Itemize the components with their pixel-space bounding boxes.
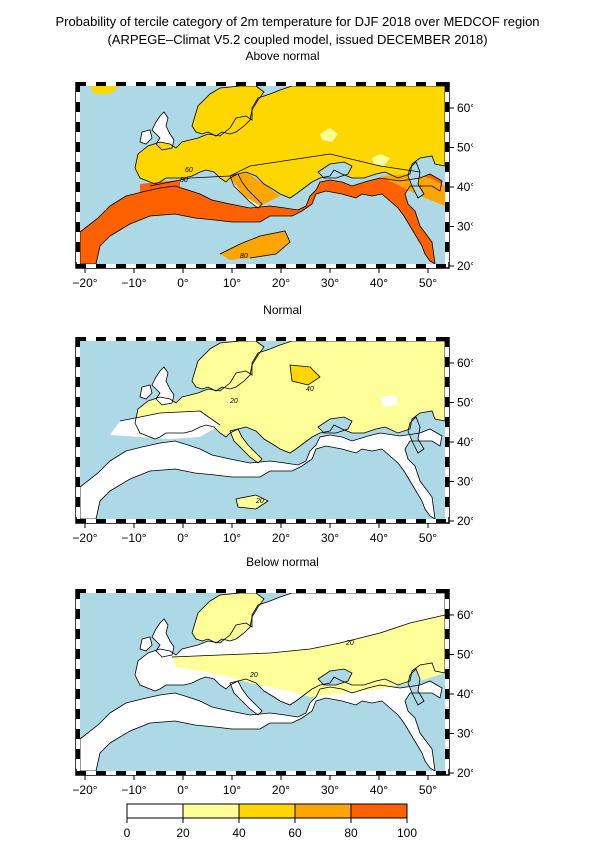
- contour-label: 80: [240, 253, 248, 260]
- map-title: Probability of tercile category of 2m te…: [55, 14, 540, 29]
- longitude-tick-label: 30°: [321, 531, 339, 545]
- longitude-tick-label: 50°: [419, 276, 437, 290]
- longitude-tick-label: 20°: [272, 783, 290, 797]
- contour-label: 20: [249, 672, 258, 679]
- longitude-tick-label: −20°: [73, 276, 98, 290]
- map-subtitle: (ARPEGE–Climat V5.2 coupled model, issue…: [107, 32, 488, 47]
- colorbar-bin: [126, 803, 184, 819]
- colorbar-bin: [238, 803, 296, 819]
- latitude-tick-label: 30°: [457, 220, 473, 234]
- longitude-tick-label: 40°: [370, 276, 388, 290]
- longitude-tick-label: 50°: [419, 783, 437, 797]
- latitude-tick-label: 30°: [457, 475, 473, 489]
- longitude-tick-label: 0°: [177, 276, 189, 290]
- longitude-tick-label: 10°: [223, 276, 241, 290]
- latitude-tick-label: 60°: [457, 356, 473, 370]
- below-normal-map: 20 20 −20° −10° 0° 10° 20° 30° 40° 50° 60° 50° 40°…: [73, 589, 473, 797]
- longitude-tick-label: −10°: [121, 276, 146, 290]
- colorbar-tick-label: 80: [344, 826, 358, 840]
- longitude-tick-label: 10°: [223, 531, 241, 545]
- colorbar: 0 20 40 60 80 100: [124, 803, 417, 840]
- contour-label: 20: [229, 398, 238, 405]
- contour-label: 40: [306, 386, 314, 393]
- colorbar-tick-label: 60: [288, 826, 302, 840]
- above-normal-map: 60 80 80 −20° −10° 0° 10° 20° 30° 40° 50° 60° 50°…: [73, 82, 473, 290]
- latitude-tick-label: 20°: [457, 766, 473, 780]
- latitude-tick-label: 20°: [457, 259, 473, 273]
- longitude-tick-label: 30°: [321, 276, 339, 290]
- normal-map: 20 40 20 −20° −10° 0° 10° 20° 30° 40° 50° 60° 50°…: [73, 337, 473, 545]
- latitude-tick-label: 40°: [457, 180, 473, 194]
- colorbar-tick-label: 0: [124, 826, 131, 840]
- colorbar-tick-label: 40: [232, 826, 246, 840]
- map-frame: −20° −10° 0° 10° 20° 30° 40° 50° 60° 50° 40° 30° 20°: [73, 589, 473, 797]
- latitude-tick-label: 40°: [457, 435, 473, 449]
- latitude-tick-label: 50°: [457, 141, 473, 155]
- contour-label: 80: [180, 177, 188, 184]
- colorbar-bin: [350, 803, 408, 819]
- longitude-tick-label: 10°: [223, 783, 241, 797]
- map-frame: −20° −10° 0° 10° 20° 30° 40° 50° 60° 50° 40° 30° 20°: [73, 82, 473, 290]
- longitude-tick-label: −10°: [121, 531, 146, 545]
- colorbar-tick-label: 20: [176, 826, 190, 840]
- panel-title-above: Above normal: [245, 49, 320, 63]
- latitude-tick-label: 50°: [457, 396, 473, 410]
- longitude-tick-label: 30°: [321, 783, 339, 797]
- longitude-tick-label: −20°: [73, 531, 98, 545]
- longitude-tick-label: 0°: [177, 783, 189, 797]
- longitude-tick-label: 50°: [419, 531, 437, 545]
- colorbar-tick-label: 100: [397, 826, 417, 840]
- map-frame: −20° −10° 0° 10° 20° 30° 40° 50° 60° 50° 40° 30° 20°: [73, 337, 473, 545]
- longitude-tick-label: 40°: [370, 783, 388, 797]
- latitude-tick-label: 30°: [457, 727, 473, 741]
- longitude-tick-label: 40°: [370, 531, 388, 545]
- longitude-tick-label: −20°: [73, 783, 98, 797]
- contour-label: 20: [345, 640, 354, 647]
- longitude-tick-label: 20°: [272, 531, 290, 545]
- colorbar-bin: [182, 803, 240, 819]
- panel-title-below: Below normal: [246, 555, 319, 569]
- prob-60-80-region: [230, 172, 280, 206]
- longitude-tick-label: 0°: [177, 531, 189, 545]
- latitude-tick-label: 60°: [457, 101, 473, 115]
- longitude-tick-label: −10°: [121, 783, 146, 797]
- panel-title-normal: Normal: [263, 303, 302, 317]
- latitude-tick-label: 50°: [457, 648, 473, 662]
- colorbar-bin: [294, 803, 352, 819]
- latitude-tick-label: 60°: [457, 608, 473, 622]
- contour-label: 60: [185, 167, 193, 174]
- latitude-tick-label: 40°: [457, 687, 473, 701]
- latitude-tick-label: 20°: [457, 514, 473, 528]
- contour-label: 20: [255, 498, 264, 505]
- longitude-tick-label: 20°: [272, 276, 290, 290]
